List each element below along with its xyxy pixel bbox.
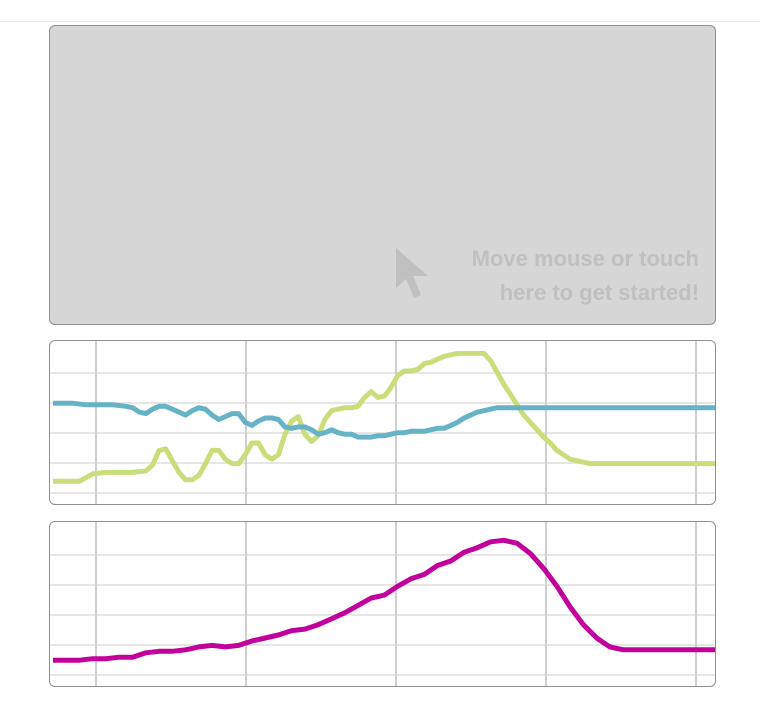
mouse-input-area[interactable]: Move mouse or touch here to get started! [49,25,716,325]
hint-line-1: Move mouse or touch [471,246,699,271]
hint-line-2: here to get started! [499,280,699,305]
get-started-hint: Move mouse or touch here to get started! [429,242,699,310]
speed-chart-series-line-1 [53,537,715,663]
position-chart-series-line-2 [53,400,715,440]
position-chart-svg [50,341,715,504]
speed-chart [49,521,716,687]
position-chart-series-line-1 [53,350,715,484]
position-chart [49,340,716,505]
speed-chart-svg [50,522,715,686]
header-divider [0,21,760,22]
cursor-arrow-icon [396,248,428,298]
